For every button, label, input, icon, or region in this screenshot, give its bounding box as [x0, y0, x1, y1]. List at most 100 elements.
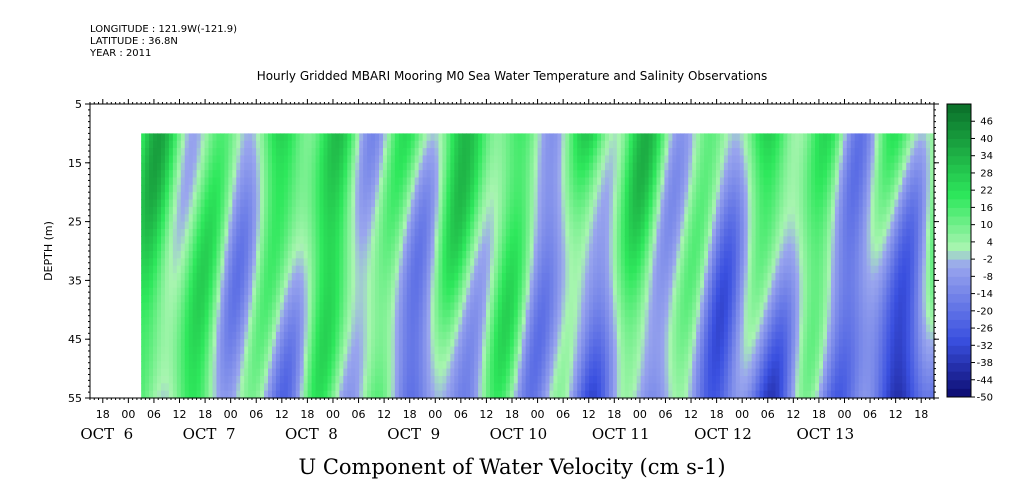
heatmap-cell	[212, 199, 218, 208]
heatmap-cell	[355, 258, 360, 267]
heatmap-cell	[164, 309, 170, 318]
heatmap-cell	[268, 177, 273, 186]
heatmap-cell	[478, 251, 483, 259]
heatmap-cell	[359, 353, 364, 362]
heatmap-cell	[486, 199, 491, 208]
heatmap-cell	[438, 390, 444, 399]
heatmap-cell	[228, 368, 233, 377]
heatmap-cell	[478, 390, 483, 399]
heatmap-cell	[382, 295, 388, 304]
heatmap-cell	[355, 155, 360, 164]
heatmap-cell	[153, 280, 158, 289]
heatmap-cell	[517, 228, 523, 237]
heatmap-cell	[157, 302, 162, 311]
heatmap-cell	[525, 375, 531, 384]
heatmap-cell	[490, 265, 495, 274]
heatmap-cell	[470, 390, 475, 399]
heatmap-cell	[236, 302, 241, 311]
heatmap-cell	[597, 170, 602, 179]
heatmap-cell	[497, 170, 503, 179]
heatmap-cell	[386, 280, 392, 289]
heatmap-cell	[216, 206, 222, 215]
heatmap-cell	[319, 199, 325, 208]
heatmap-cell	[549, 317, 555, 326]
heatmap-cell	[612, 155, 618, 164]
heatmap-cell	[470, 375, 475, 384]
heatmap-cell	[474, 192, 479, 201]
heatmap-cell	[347, 258, 352, 267]
heatmap-cell	[240, 273, 245, 281]
heatmap-cell	[382, 317, 388, 326]
heatmap-cell	[224, 383, 229, 392]
heatmap-cell	[482, 192, 487, 201]
heatmap-cell	[228, 265, 233, 274]
heatmap-cell	[608, 258, 614, 267]
heatmap-cell	[327, 353, 333, 362]
heatmap-cell	[402, 258, 408, 267]
heatmap-cell	[331, 206, 336, 215]
heatmap-cell	[414, 133, 420, 142]
heatmap-cell	[303, 353, 309, 362]
heatmap-cell	[577, 184, 582, 193]
heatmap-cell	[517, 331, 523, 340]
heatmap-cell	[644, 361, 650, 370]
heatmap-cell	[256, 331, 261, 340]
heatmap-cell	[545, 353, 551, 362]
heatmap-cell	[184, 324, 190, 333]
heatmap-cell	[585, 243, 590, 252]
heatmap-cell	[612, 243, 618, 252]
heatmap-cell	[517, 170, 523, 179]
heatmap-cell	[462, 236, 467, 245]
heatmap-cell	[505, 346, 511, 355]
heatmap-cell	[545, 265, 551, 274]
heatmap-cell	[569, 295, 574, 304]
heatmap-cell	[379, 221, 384, 230]
heatmap-cell	[672, 361, 677, 370]
heatmap-cell	[351, 140, 356, 149]
heatmap-cell	[537, 324, 543, 333]
heatmap-cell	[612, 273, 618, 281]
heatmap-cell	[486, 184, 491, 193]
heatmap-cell	[359, 177, 364, 186]
heatmap-cell	[509, 295, 515, 304]
heatmap-cell	[557, 258, 562, 267]
heatmap-cell	[680, 236, 685, 245]
heatmap-cell	[275, 192, 281, 201]
heatmap-cell	[577, 214, 582, 223]
heatmap-cell	[220, 361, 225, 370]
heatmap-cell	[593, 309, 598, 318]
heatmap-cell	[581, 140, 586, 149]
heatmap-cell	[363, 162, 368, 171]
heatmap-cell	[184, 199, 190, 208]
heatmap-cell	[379, 302, 384, 311]
heatmap-cell	[164, 287, 170, 296]
heatmap-cell	[493, 302, 499, 311]
heatmap-cell	[426, 265, 432, 274]
heatmap-cell	[220, 273, 225, 281]
heatmap-cell	[367, 162, 372, 171]
heatmap-cell	[398, 251, 404, 259]
heatmap-cell	[232, 133, 237, 142]
heatmap-cell	[216, 346, 222, 355]
heatmap-cell	[307, 353, 313, 362]
heatmap-cell	[252, 346, 257, 355]
heatmap-cell	[168, 170, 174, 179]
heatmap-cell	[351, 148, 356, 157]
heatmap-cell	[672, 258, 677, 267]
heatmap-cell	[628, 331, 634, 340]
heatmap-cell	[232, 287, 237, 296]
heatmap-cell	[672, 295, 677, 304]
heatmap-cell	[200, 280, 206, 289]
heatmap-cell	[375, 236, 380, 245]
heatmap-cell	[311, 324, 317, 333]
heatmap-cell	[636, 184, 642, 193]
heatmap-cell	[478, 302, 483, 311]
heatmap-cell	[212, 184, 218, 193]
heatmap-cell	[398, 361, 404, 370]
heatmap-cell	[589, 214, 594, 223]
heatmap-cell	[319, 155, 325, 164]
heatmap-cell	[490, 331, 495, 340]
heatmap-cell	[260, 302, 265, 311]
heatmap-cell	[529, 280, 535, 289]
heatmap-cell	[549, 265, 555, 274]
